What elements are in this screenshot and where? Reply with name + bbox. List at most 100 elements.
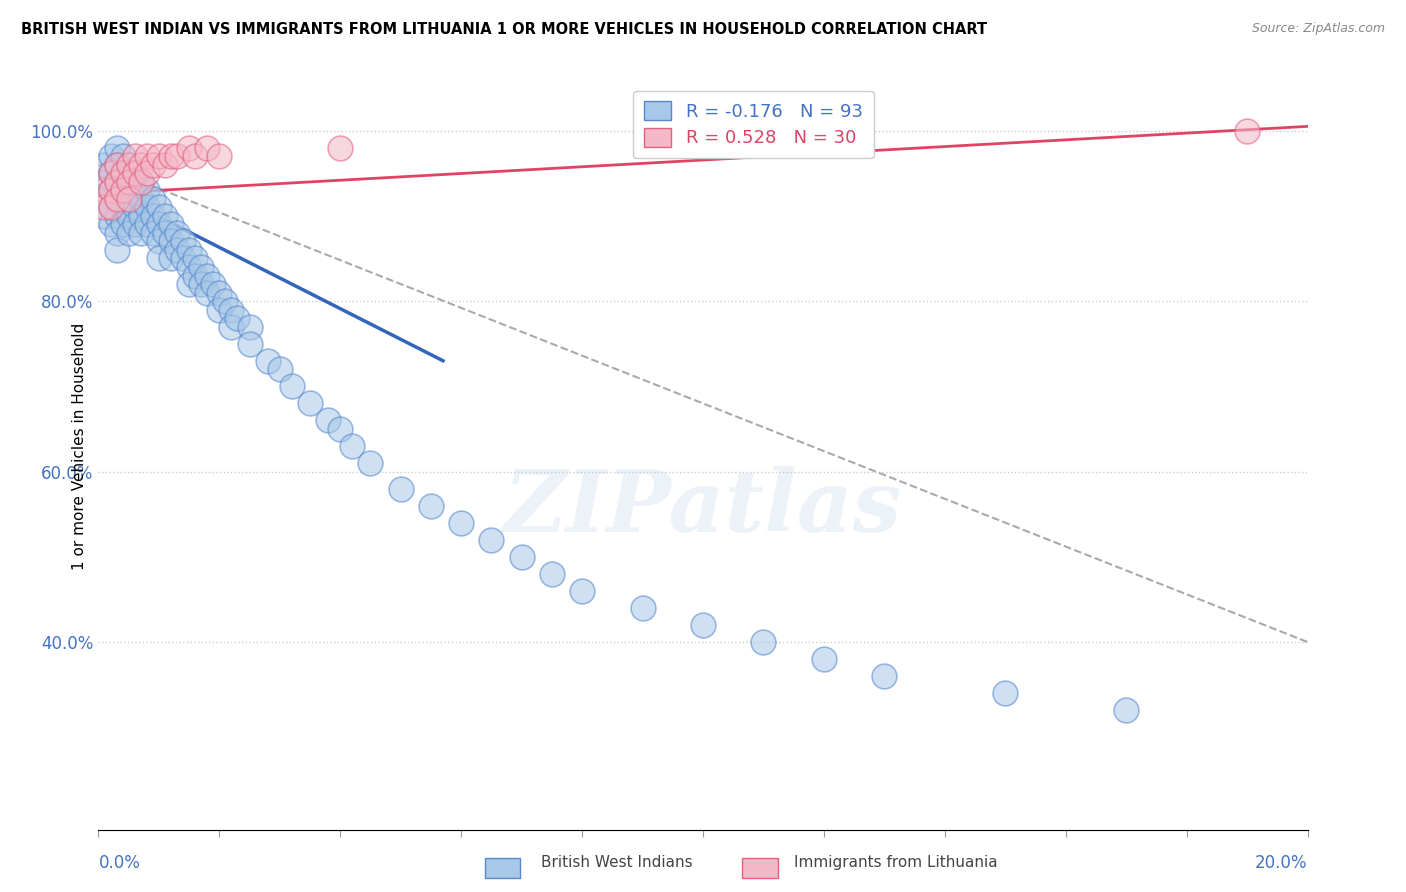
Point (202, 277, 225, 291)
Point (329, 141, 352, 155)
Point (360, 456, 382, 470)
Text: Immigrants from Lithuania: Immigrants from Lithuania (794, 855, 998, 870)
Point (100, 218, 122, 232)
Point (1115, 703, 1137, 717)
Text: ZIPatlas: ZIPatlas (503, 466, 903, 549)
Point (195, 141, 218, 155)
Point (179, 260, 201, 274)
Point (118, 158, 141, 172)
Point (100, 183, 122, 197)
Point (994, 686, 1017, 700)
Point (166, 226, 188, 240)
Point (135, 200, 157, 214)
Point (118, 175, 141, 189)
Point (166, 149, 188, 163)
Point (214, 294, 236, 309)
Point (873, 669, 896, 683)
Point (129, 209, 152, 223)
Point (100, 166, 122, 180)
Point (135, 183, 157, 197)
Point (1236, 123, 1258, 137)
Point (111, 200, 134, 214)
Point (105, 158, 128, 172)
Point (100, 200, 122, 214)
Point (208, 285, 231, 300)
Point (631, 601, 654, 615)
Text: Source: ZipAtlas.com: Source: ZipAtlas.com (1251, 22, 1385, 36)
Point (105, 141, 128, 155)
Legend: R = -0.176   N = 93, R = 0.528   N = 30: R = -0.176 N = 93, R = 0.528 N = 30 (634, 91, 873, 158)
Point (160, 149, 183, 163)
Point (142, 158, 165, 172)
Point (160, 252, 183, 266)
Point (221, 302, 243, 317)
Point (195, 285, 218, 300)
Point (342, 439, 364, 453)
Point (148, 252, 170, 266)
Point (111, 218, 134, 232)
Point (93, 158, 115, 172)
Point (184, 268, 207, 283)
Point (111, 183, 134, 197)
Point (124, 166, 146, 180)
Point (239, 336, 262, 351)
Point (148, 200, 170, 214)
Point (124, 149, 146, 163)
Point (510, 549, 533, 564)
Point (93, 175, 115, 189)
Point (93, 183, 115, 197)
Point (420, 499, 443, 513)
Point (100, 200, 122, 214)
Point (179, 243, 201, 257)
Point (190, 277, 212, 291)
Point (329, 422, 352, 436)
Point (450, 516, 472, 530)
Point (124, 200, 146, 214)
Point (389, 482, 412, 496)
Point (105, 209, 128, 223)
Point (190, 260, 212, 274)
Point (93, 200, 115, 214)
Point (129, 175, 152, 189)
Point (129, 175, 152, 189)
Point (93, 192, 115, 206)
Point (148, 149, 170, 163)
Point (226, 311, 249, 326)
Point (100, 183, 122, 197)
Point (692, 618, 714, 632)
Point (184, 149, 207, 163)
Point (540, 566, 562, 581)
Text: BRITISH WEST INDIAN VS IMMIGRANTS FROM LITHUANIA 1 OR MORE VEHICLES IN HOUSEHOLD: BRITISH WEST INDIAN VS IMMIGRANTS FROM L… (21, 22, 987, 37)
Point (299, 396, 322, 410)
Point (118, 192, 141, 206)
Point (172, 252, 194, 266)
Point (105, 226, 128, 240)
Point (105, 243, 128, 257)
Point (221, 319, 243, 334)
Point (111, 149, 134, 163)
Point (813, 652, 835, 666)
Point (118, 158, 141, 172)
Point (571, 583, 593, 598)
Point (124, 183, 146, 197)
Point (160, 235, 183, 249)
Point (481, 533, 503, 547)
Point (100, 166, 122, 180)
Point (135, 149, 157, 163)
Point (184, 252, 207, 266)
Point (129, 226, 152, 240)
Point (118, 209, 141, 223)
Point (195, 268, 218, 283)
Point (153, 158, 176, 172)
Point (118, 226, 141, 240)
Point (172, 235, 194, 249)
Point (208, 149, 231, 163)
Point (153, 226, 176, 240)
Point (111, 183, 134, 197)
Point (111, 166, 134, 180)
Point (111, 166, 134, 180)
Point (105, 175, 128, 189)
Point (179, 141, 201, 155)
Point (269, 362, 291, 376)
Point (124, 218, 146, 232)
